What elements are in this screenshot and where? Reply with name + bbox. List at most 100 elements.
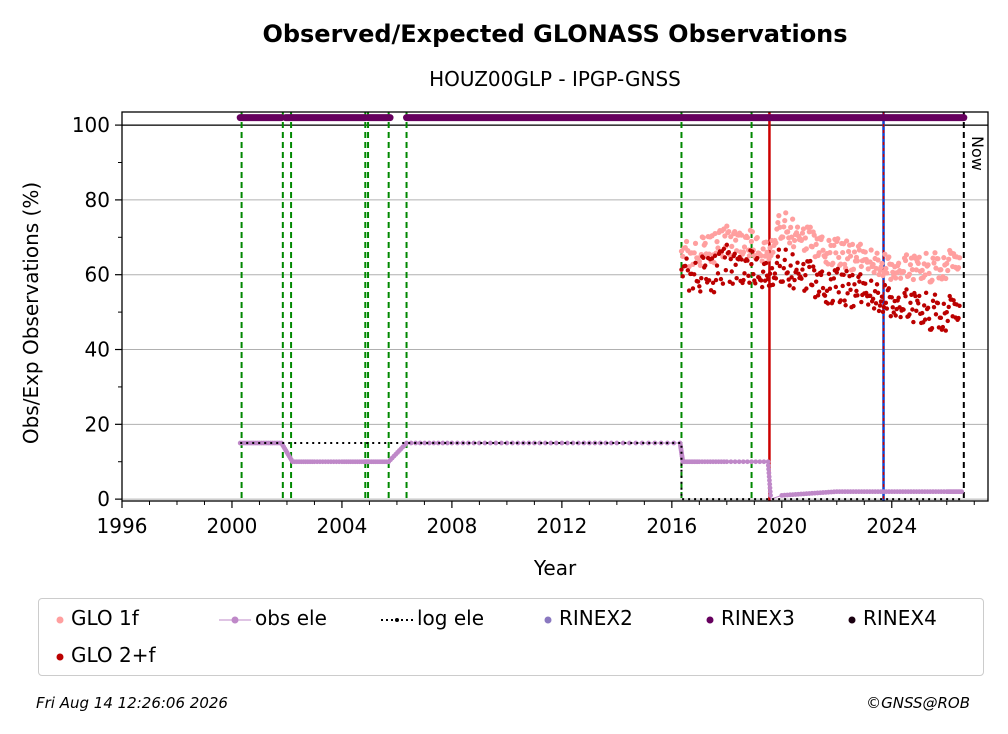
data-point (886, 286, 892, 291)
data-point (692, 240, 699, 246)
data-point (770, 282, 776, 287)
data-point (867, 293, 873, 298)
data-point (914, 308, 919, 314)
data-point (693, 260, 698, 265)
data-point (940, 324, 946, 330)
data-point (795, 260, 800, 265)
data-point (696, 258, 702, 265)
data-point (698, 289, 703, 294)
data-point (767, 271, 773, 276)
data-point (882, 282, 888, 288)
data-point (728, 459, 734, 465)
data-point (685, 268, 691, 273)
legend-label: RINEX4 (863, 606, 937, 630)
data-point (741, 244, 748, 250)
data-point (870, 261, 876, 268)
y-tick-label: 20 (85, 412, 110, 436)
data-point (933, 265, 939, 271)
data-point (760, 246, 766, 252)
data-point (955, 265, 962, 271)
legend-label: RINEX2 (559, 606, 633, 630)
data-point (627, 440, 632, 446)
footer-credit: ©GNSS@ROB (866, 694, 970, 712)
data-point (810, 283, 815, 288)
data-point (907, 312, 912, 317)
data-point (851, 249, 858, 255)
data-point (759, 284, 765, 290)
data-point (825, 301, 831, 306)
data-point (876, 308, 882, 314)
data-point (932, 292, 938, 297)
data-point (714, 263, 720, 268)
x-tick-label: 2016 (646, 514, 697, 538)
data-point (739, 257, 744, 262)
data-point (744, 234, 751, 241)
data-point (850, 272, 855, 278)
data-point (819, 269, 825, 274)
data-point (818, 272, 824, 278)
data-point (936, 325, 942, 330)
data-point (898, 314, 903, 320)
data-point (845, 248, 852, 255)
data-point (806, 229, 812, 235)
data-point (822, 293, 828, 298)
data-point (575, 440, 581, 446)
data-point (714, 239, 720, 245)
data-point (722, 233, 728, 239)
data-point (889, 295, 894, 300)
data-point (901, 307, 906, 312)
data-point (852, 282, 857, 287)
data-point (782, 257, 787, 263)
data-point (951, 298, 956, 303)
x-tick-label: 2000 (207, 514, 258, 538)
data-point (903, 294, 908, 299)
data-point (774, 260, 780, 266)
data-point (878, 299, 884, 304)
data-point (946, 256, 952, 262)
data-point (730, 281, 735, 286)
data-point (639, 440, 645, 446)
data-point (932, 250, 938, 256)
data-point (772, 271, 778, 276)
data-point (816, 289, 822, 294)
data-point (608, 440, 614, 446)
data-point (933, 312, 939, 317)
data-point (877, 303, 883, 308)
data-point (720, 281, 726, 286)
data-point (749, 229, 755, 235)
data-point (782, 217, 788, 224)
y-tick-label: 40 (85, 338, 110, 362)
data-point (941, 301, 947, 307)
data-point (614, 440, 620, 446)
data-point (564, 440, 570, 446)
series-log-ele (240, 442, 964, 501)
data-point (680, 253, 686, 259)
data-point (863, 281, 868, 286)
data-point (781, 224, 787, 230)
data-point (807, 264, 812, 270)
data-point (851, 303, 856, 309)
data-point (691, 250, 697, 256)
data-point (904, 287, 909, 292)
y-axis-label: Obs/Exp Observations (%) (19, 182, 43, 444)
data-point (886, 254, 892, 260)
data-point (493, 440, 499, 446)
data-point (780, 234, 786, 240)
data-point (732, 229, 738, 235)
data-point (799, 276, 804, 281)
data-point (711, 260, 717, 266)
data-point (763, 260, 769, 266)
data-point (879, 294, 885, 299)
data-point (847, 253, 854, 259)
data-point (758, 278, 764, 283)
data-point (679, 267, 684, 272)
data-point (896, 295, 901, 300)
data-point (803, 273, 808, 278)
data-point (537, 440, 543, 446)
data-point (770, 249, 776, 255)
data-point (767, 478, 772, 483)
data-point (916, 301, 921, 306)
data-point (692, 272, 697, 277)
data-point (802, 235, 808, 241)
gridlines (122, 124, 988, 500)
